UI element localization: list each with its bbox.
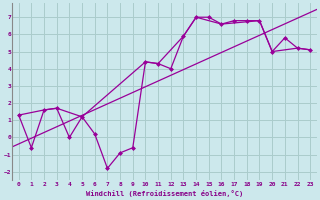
X-axis label: Windchill (Refroidissement éolien,°C): Windchill (Refroidissement éolien,°C) [86,190,243,197]
